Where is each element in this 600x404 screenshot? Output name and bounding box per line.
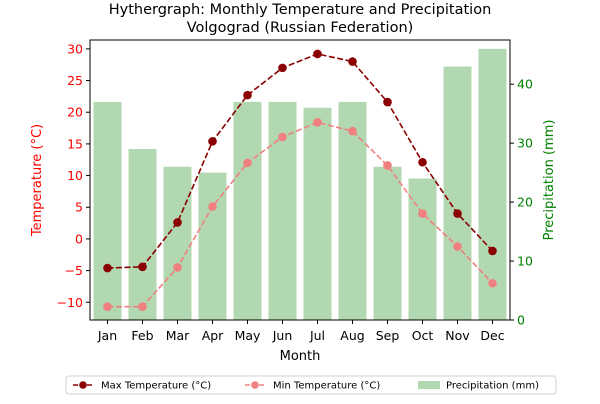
max-temperature-point-mar [173,218,182,227]
max-temperature-point-aug [348,57,357,66]
min-temperature-point-may [243,158,252,168]
precipitation-bar-jul [303,107,332,320]
max-temperature-point-jun [278,63,287,73]
max-temperature-point-jan [103,263,112,273]
precipitation-bar-dec [478,48,507,321]
min-temperature-series [103,118,497,311]
legend-max-temperature-label: Max Temperature (°C) [101,381,211,392]
temperature-tick-label: 15 [67,136,83,151]
min-temperature-point-apr [208,202,217,211]
max-temperature-line [107,53,494,269]
legend-frame [65,375,557,395]
chart-legend: Max Temperature (°C) Min Temperature (°C)… [65,375,557,395]
min-temperature-point-sep [383,161,392,170]
precipitation-bar-apr [198,172,227,320]
month-tick-label: Dec [480,328,504,343]
max-temperature-series [103,49,497,273]
legend-min-temperature-label: Min Temperature (°C) [273,381,380,392]
min-temperature-point-jun [278,132,287,142]
month-tick-label: Jul [309,328,325,343]
max-temperature-point-jul [313,49,322,59]
legend-min-temperature-marker [251,381,259,389]
min-temperature-point-mar [173,263,182,272]
precipitation-axis-label: Precipitation (mm) [542,120,557,241]
temperature-tick-label: 25 [67,73,83,88]
month-axis: Jan Feb Mar Apr May Jun Jul Aug Sep Oct Nov Dec [97,320,505,343]
temperature-axis: −10 −5 0 5 10 15 20 25 30 [57,41,90,310]
max-temperature-point-dec [488,246,497,256]
precipitation-tick-label: 20 [517,195,533,210]
precipitation-bar-jan [93,101,122,320]
min-temperature-point-jan [103,302,112,311]
precipitation-bars [93,48,507,321]
month-tick-label: Oct [412,328,434,343]
precipitation-bar-nov [443,66,472,321]
precipitation-bar-mar [163,166,192,320]
chart-title: Hythergraph: Monthly Temperature and Pre… [109,2,492,18]
precipitation-tick-label: 0 [517,313,525,328]
month-tick-label: Jan [97,328,117,343]
temperature-tick-label: 0 [75,231,83,246]
month-tick-label: Sep [376,328,400,343]
precipitation-bar-sep [373,166,402,320]
max-temperature-point-sep [383,97,392,107]
temperature-tick-label: 10 [67,168,83,183]
min-temperature-point-jul [313,118,322,127]
max-temperature-point-nov [453,209,462,218]
min-temperature-point-aug [348,126,357,136]
precipitation-bar-may [233,101,262,320]
max-temperature-point-apr [208,137,217,146]
min-temperature-line [107,121,494,308]
temperature-axis-label: Temperature (°C) [30,124,45,237]
max-temperature-point-may [243,90,252,100]
max-temperature-point-feb [138,262,147,272]
chart-subtitle: Volgograd (Russian Federation) [187,20,414,36]
max-temperature-point-oct [418,157,427,167]
legend-precipitation-label: Precipitation (mm) [446,381,539,392]
precipitation-bar-oct [408,178,437,320]
precipitation-tick-label: 30 [517,136,533,151]
month-tick-label: Feb [131,328,153,343]
temperature-tick-label: 20 [67,105,83,120]
min-temperature-point-feb [138,302,147,311]
precipitation-tick-label: 40 [517,77,533,92]
plot-frame [89,39,511,321]
temperature-tick-label: 30 [67,41,83,56]
month-tick-label: Jun [272,328,293,343]
precipitation-bar-feb [128,149,157,320]
month-tick-label: Aug [340,328,364,343]
temperature-tick-label: −10 [57,295,83,310]
month-tick-label: Nov [445,328,470,343]
month-tick-label: Apr [202,328,224,343]
legend-max-temperature-marker [79,381,87,389]
x-axis-label: Month [280,349,321,364]
precipitation-axis: 0 10 20 30 40 [510,77,533,328]
legend-precipitation-swatch [418,381,440,389]
min-temperature-point-dec [488,278,497,288]
min-temperature-point-nov [453,242,462,251]
min-temperature-point-oct [418,209,427,218]
temperature-tick-label: −5 [65,263,83,278]
precipitation-bar-aug [338,101,367,320]
month-tick-label: May [235,328,261,343]
temperature-tick-label: 5 [75,200,83,215]
precipitation-tick-label: 10 [517,254,533,269]
month-tick-label: Mar [166,328,190,343]
